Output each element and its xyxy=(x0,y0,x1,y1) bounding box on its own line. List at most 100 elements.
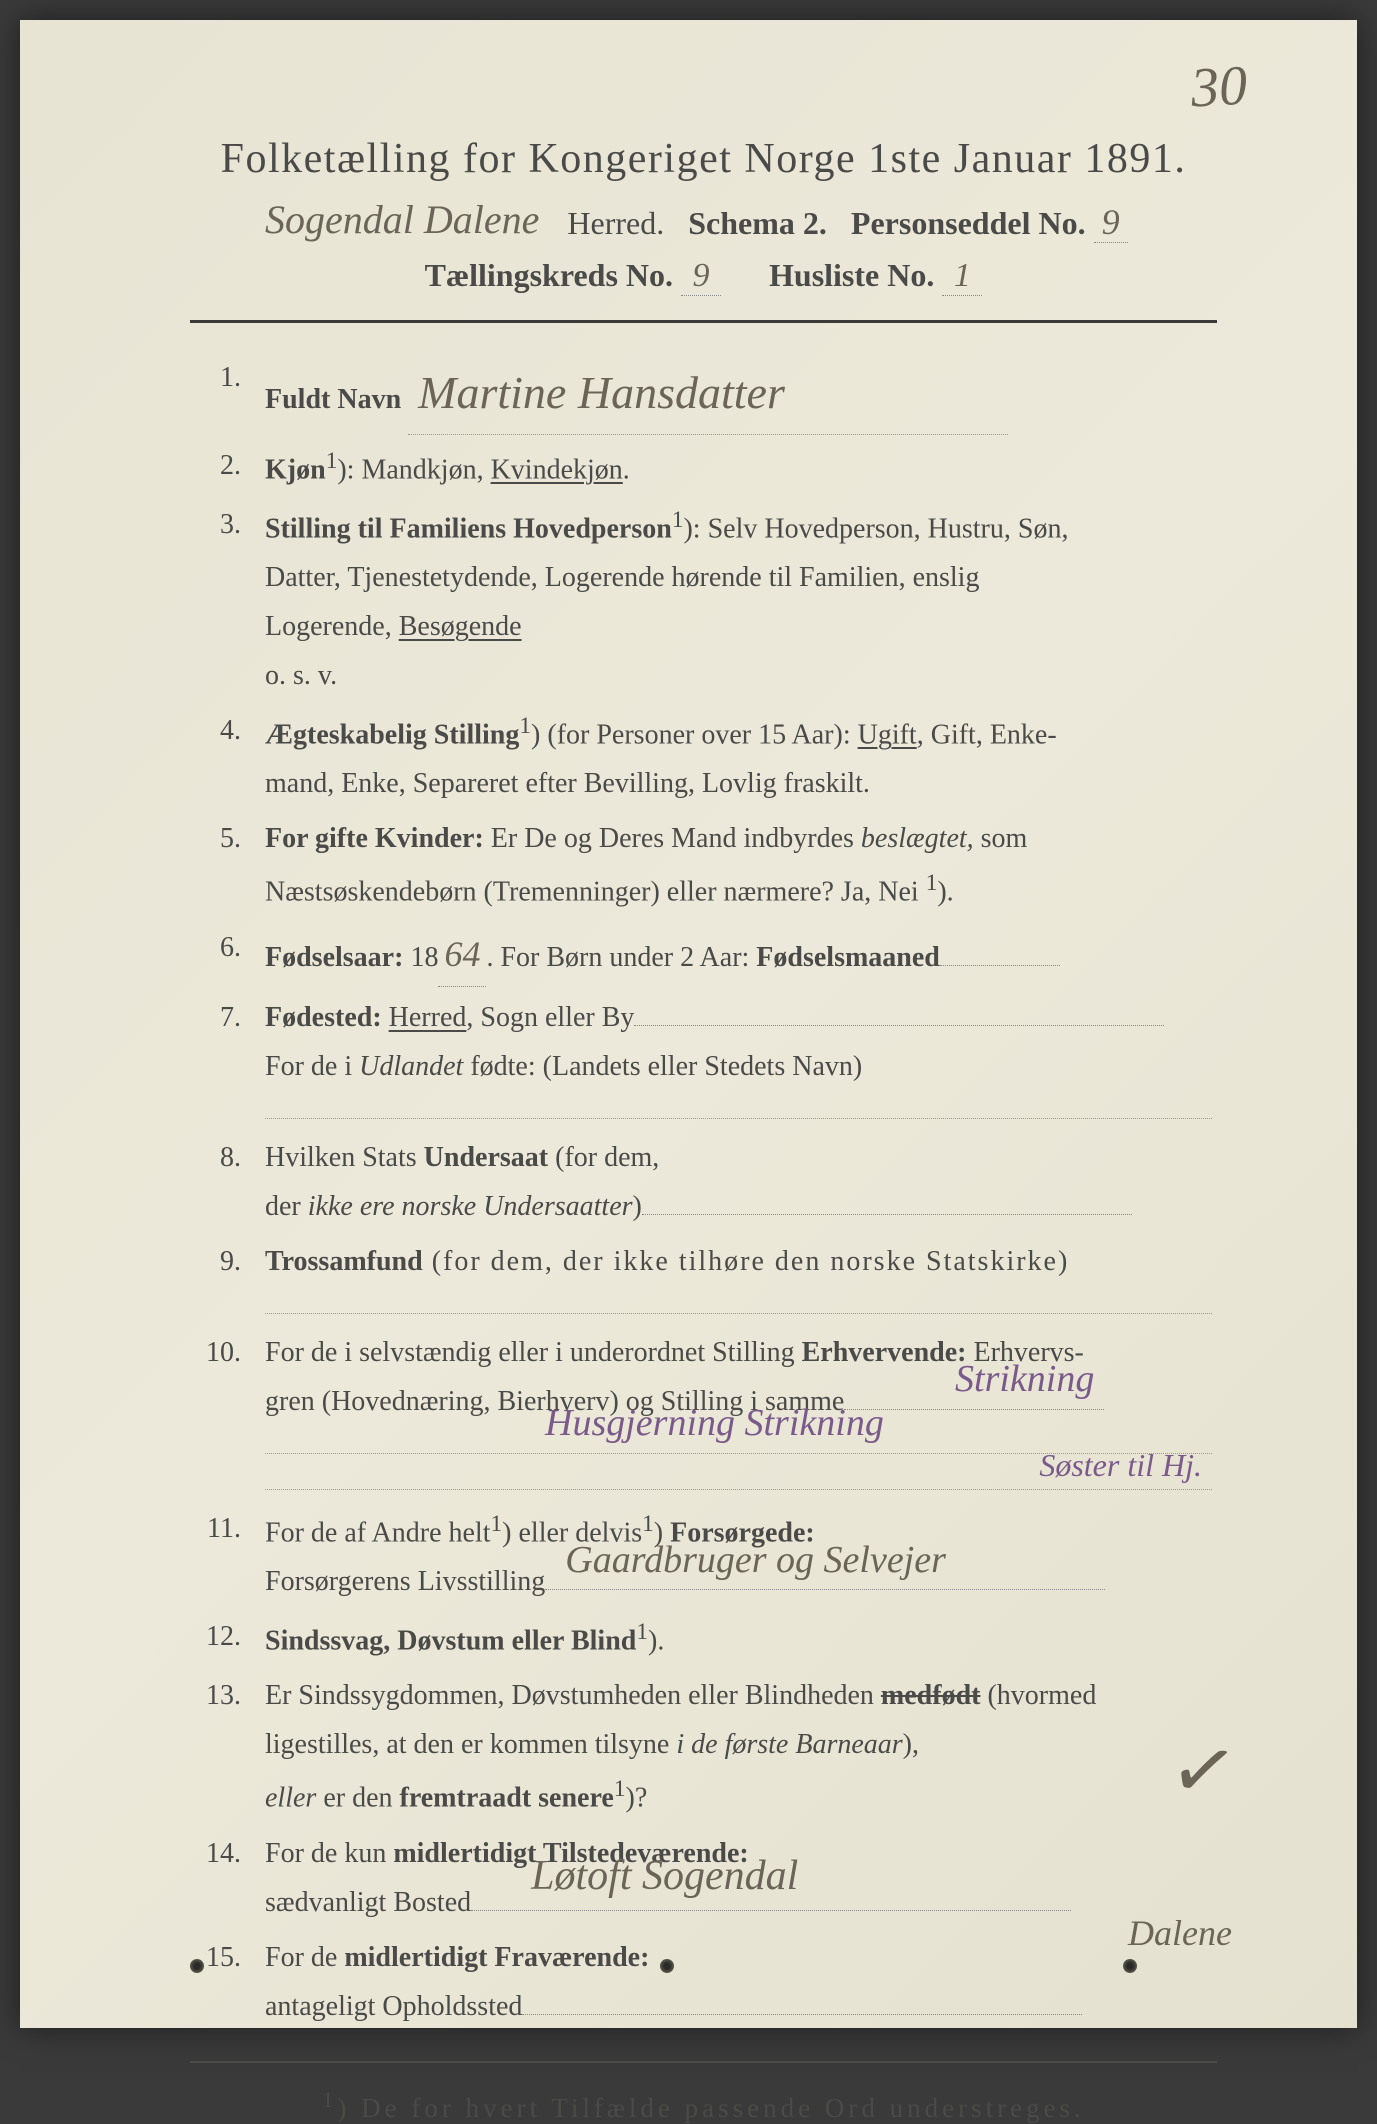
text: Datter, Tjenestetydende, Logerende høren… xyxy=(265,562,979,593)
text: ): Selv Hovedperson, Hustru, Søn, xyxy=(683,513,1068,544)
text: 18 xyxy=(403,942,438,973)
dotted-blank-line xyxy=(265,1091,1212,1119)
fodselsmaaned-label: Fødselsmaaned xyxy=(756,942,940,973)
schema-label: Schema 2. xyxy=(688,205,827,241)
fodested-label: Fødested: xyxy=(265,1002,382,1033)
sup: 1 xyxy=(326,448,338,474)
fodselsaar-label: Fødselsaar: xyxy=(265,942,403,973)
text-italic: Udlandet xyxy=(359,1051,463,1082)
text-italic: ikke ere norske Undersaatter xyxy=(308,1191,633,1222)
item-num: 13. xyxy=(195,1671,265,1822)
item-12: 12. Sindssvag, Døvstum eller Blind1). xyxy=(195,1612,1212,1665)
forsorger-hw: Gaardbruger og Selvejer xyxy=(565,1527,946,1594)
text: som xyxy=(974,823,1028,854)
text: (for dem, der ikke tilhøre den norske St… xyxy=(423,1246,1070,1277)
item-11: 11. For de af Andre helt1) eller delvis1… xyxy=(195,1504,1212,1606)
dotted-blank-line xyxy=(265,1286,1212,1314)
erhvervende-label: Erhvervende: xyxy=(802,1337,967,1368)
footnote: 1) De for hvert Tilfælde passende Ord un… xyxy=(150,2087,1257,2124)
aegteskab-label: Ægteskabelig Stilling xyxy=(265,719,519,750)
item-2: 2. Kjøn1): Mandkjøn, Kvindekjøn. xyxy=(195,441,1212,494)
text: der xyxy=(265,1191,308,1222)
herred-underlined: Herred xyxy=(389,1002,467,1033)
text: ): Mandkjøn, xyxy=(337,454,490,485)
dotted-blank: Løtoft Sogendal xyxy=(471,1910,1071,1911)
dotted-blank xyxy=(642,1214,1132,1215)
sup: 1 xyxy=(519,713,531,739)
top-divider xyxy=(190,320,1217,323)
kjon-label: Kjøn xyxy=(265,454,326,485)
item-num: 11. xyxy=(195,1504,265,1606)
item-num: 5. xyxy=(195,814,265,916)
item-1: 1. Fuldt Navn Martine Hansdatter xyxy=(195,353,1212,435)
occupation-hw3: Søster til Hj. xyxy=(1039,1437,1202,1493)
census-form-page: 30 Folketælling for Kongeriget Norge 1st… xyxy=(20,20,1357,2028)
text: Logerende, xyxy=(265,611,399,642)
text: Forsørgerens Livsstilling xyxy=(265,1566,545,1597)
text: ) (for Personer over 15 Aar): xyxy=(531,719,858,750)
text: Er Sindssygdommen, Døvstumheden eller Bl… xyxy=(265,1680,881,1711)
item-7: 7. Fødested: Herred, Sogn eller By For d… xyxy=(195,993,1212,1127)
page-corner-number: 30 xyxy=(1189,54,1248,121)
bottom-divider xyxy=(190,2061,1217,2063)
text: fødte: (Landets eller Stedets Navn) xyxy=(463,1051,862,1082)
fuldt-navn-value: Martine Hansdatter xyxy=(408,353,1008,435)
binding-hole-icon xyxy=(1123,1959,1137,1973)
item-num: 8. xyxy=(195,1133,265,1231)
text: . For Børn under 2 Aar: xyxy=(486,942,756,973)
item-num: 7. xyxy=(195,993,265,1127)
birth-year-hw: 64 xyxy=(438,923,486,987)
item-num: 1. xyxy=(195,353,265,435)
text-italic: i de første Barneaar xyxy=(676,1729,902,1760)
text: o. s. v. xyxy=(265,660,337,691)
text: antageligt Opholdssted xyxy=(265,1991,522,2022)
dotted-line: Søster til Hj. xyxy=(265,1462,1212,1490)
page-title: Folketælling for Kongeriget Norge 1ste J… xyxy=(150,135,1257,183)
fravaerende-label: midlertidigt Fraværende: xyxy=(344,1942,649,1973)
undersaat-label: Undersaat xyxy=(424,1142,548,1173)
text: For de xyxy=(265,1942,344,1973)
sup: 1 xyxy=(491,1511,503,1537)
header-line-2: Sogendal Dalene Herred. Schema 2. Person… xyxy=(150,201,1257,243)
item-5: 5. For gifte Kvinder: Er De og Deres Man… xyxy=(195,814,1212,916)
husliste-no: 1 xyxy=(942,257,982,296)
text: ), xyxy=(903,1729,919,1760)
dotted-blank xyxy=(634,1025,1164,1026)
text: For de i xyxy=(265,1051,359,1082)
text: For de kun xyxy=(265,1838,393,1869)
dotted-blank: Gaardbruger og Selvejer xyxy=(545,1589,1105,1590)
item-15: 15. For de midlertidigt Fraværende: anta… xyxy=(195,1933,1212,2031)
item-num: 6. xyxy=(195,923,265,987)
sup: 1 xyxy=(926,870,938,896)
ugift-underlined: Ugift xyxy=(858,719,917,750)
sup: 1 xyxy=(614,1776,626,1802)
text: Næstsøskendebørn (Tremenninger) eller næ… xyxy=(265,877,926,908)
text: ). xyxy=(937,877,953,908)
text: ) xyxy=(633,1191,642,1222)
gifte-kvinder-label: For gifte Kvinder: xyxy=(265,823,484,854)
text: Hvilken Stats xyxy=(265,1142,424,1173)
text: . xyxy=(623,454,630,485)
text: For de af Andre helt xyxy=(265,1517,491,1548)
item-8: 8. Hvilken Stats Undersaat (for dem, der… xyxy=(195,1133,1212,1231)
text: er den xyxy=(316,1783,399,1814)
text-italic: eller xyxy=(265,1783,316,1814)
husliste-label: Husliste No. xyxy=(769,257,934,293)
kvindekjon-underlined: Kvindekjøn xyxy=(491,454,623,485)
footnote-text: ) De for hvert Tilfælde passende Ord und… xyxy=(337,2093,1084,2123)
bosted-hw: Løtoft Sogendal xyxy=(531,1840,798,1914)
trossamfund-label: Trossamfund xyxy=(265,1246,423,1277)
item-num: 12. xyxy=(195,1612,265,1665)
header-line-3: Tællingskreds No. 9 Husliste No. 1 xyxy=(150,257,1257,296)
text-italic: beslægtet, xyxy=(861,823,974,854)
stilling-label: Stilling til Familiens Hovedperson xyxy=(265,513,672,544)
sup: 1 xyxy=(636,1619,648,1645)
text: mand, Enke, Separeret efter Bevilling, L… xyxy=(265,768,870,799)
besogende-underlined: Besøgende xyxy=(399,611,522,642)
item-num: 4. xyxy=(195,706,265,808)
item-13: 13. Er Sindssygdommen, Døvstumheden elle… xyxy=(195,1671,1212,1822)
binding-hole-icon xyxy=(660,1959,674,1973)
item-3: 3. Stilling til Familiens Hovedperson1):… xyxy=(195,500,1212,700)
item-10: 10. For de i selvstændig eller i underor… xyxy=(195,1328,1212,1498)
text: (for dem, xyxy=(548,1142,659,1173)
